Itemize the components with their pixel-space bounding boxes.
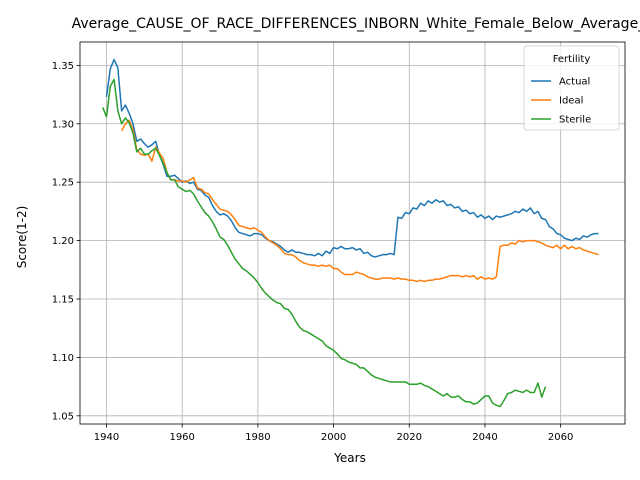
legend-label-ideal: Ideal (559, 96, 583, 107)
y-tick-label: 1.15 (52, 295, 74, 306)
legend-title: Fertility (553, 54, 591, 65)
x-tick-label: 2000 (321, 432, 346, 443)
x-tick-label: 1940 (94, 432, 119, 443)
y-axis-label: Score(1-2) (15, 206, 29, 269)
chart-title: Average_CAUSE_OF_RACE_DIFFERENCES_INBORN… (72, 16, 640, 32)
x-tick-label: 2060 (548, 432, 573, 443)
x-axis-label: Years (333, 451, 366, 465)
series-line-ideal (120, 119, 599, 283)
y-tick-label: 1.35 (52, 61, 74, 72)
plot-area: 1940 1960 1980 2000 2020 2040 2060 1.05 1.10 1.15… (52, 41, 626, 443)
y-tick-label: 1.20 (52, 236, 74, 247)
x-tick-label: 1960 (169, 432, 194, 443)
axes-frame (79, 41, 626, 425)
y-tick-label: 1.05 (52, 411, 74, 422)
x-tick-label: 2020 (397, 432, 422, 443)
y-tick-label: 1.30 (52, 119, 74, 130)
series-line-actual (105, 58, 599, 258)
legend-label-sterile: Sterile (559, 115, 591, 126)
legend: Fertility Actual Ideal Sterile (523, 45, 620, 131)
series-line-sterile (102, 78, 547, 408)
legend-box (523, 45, 620, 131)
x-tick-label: 1980 (245, 432, 270, 443)
y-tick-label: 1.10 (52, 353, 74, 364)
x-tick-label: 2040 (472, 432, 497, 443)
legend-label-actual: Actual (559, 77, 590, 88)
y-tick-label: 1.25 (52, 178, 74, 189)
